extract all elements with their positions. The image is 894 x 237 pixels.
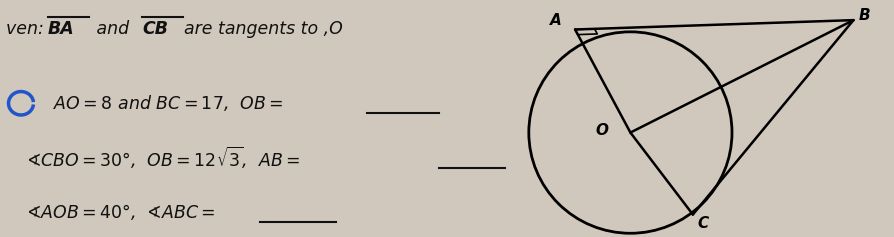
Text: A: A (549, 13, 561, 28)
Text: ven:: ven: (6, 20, 49, 38)
Text: BA: BA (47, 20, 74, 38)
Text: O: O (595, 123, 608, 138)
Text: B: B (857, 8, 869, 23)
Text: $\sphericalangle AOB = 40°$,  $\sphericalangle ABC =$: $\sphericalangle AOB = 40°$, $\spherical… (26, 202, 215, 222)
Text: $AO = 8$ and $BC = 17$,  $OB =$: $AO = 8$ and $BC = 17$, $OB =$ (53, 93, 283, 113)
Text: CB: CB (142, 20, 168, 38)
Text: are tangents to ,O: are tangents to ,O (184, 20, 342, 38)
Text: $\sphericalangle CBO = 30°$,  $OB = 12\sqrt{3}$,  $AB =$: $\sphericalangle CBO = 30°$, $OB = 12\sq… (26, 145, 300, 171)
Text: and: and (90, 20, 134, 38)
Text: C: C (697, 216, 708, 231)
